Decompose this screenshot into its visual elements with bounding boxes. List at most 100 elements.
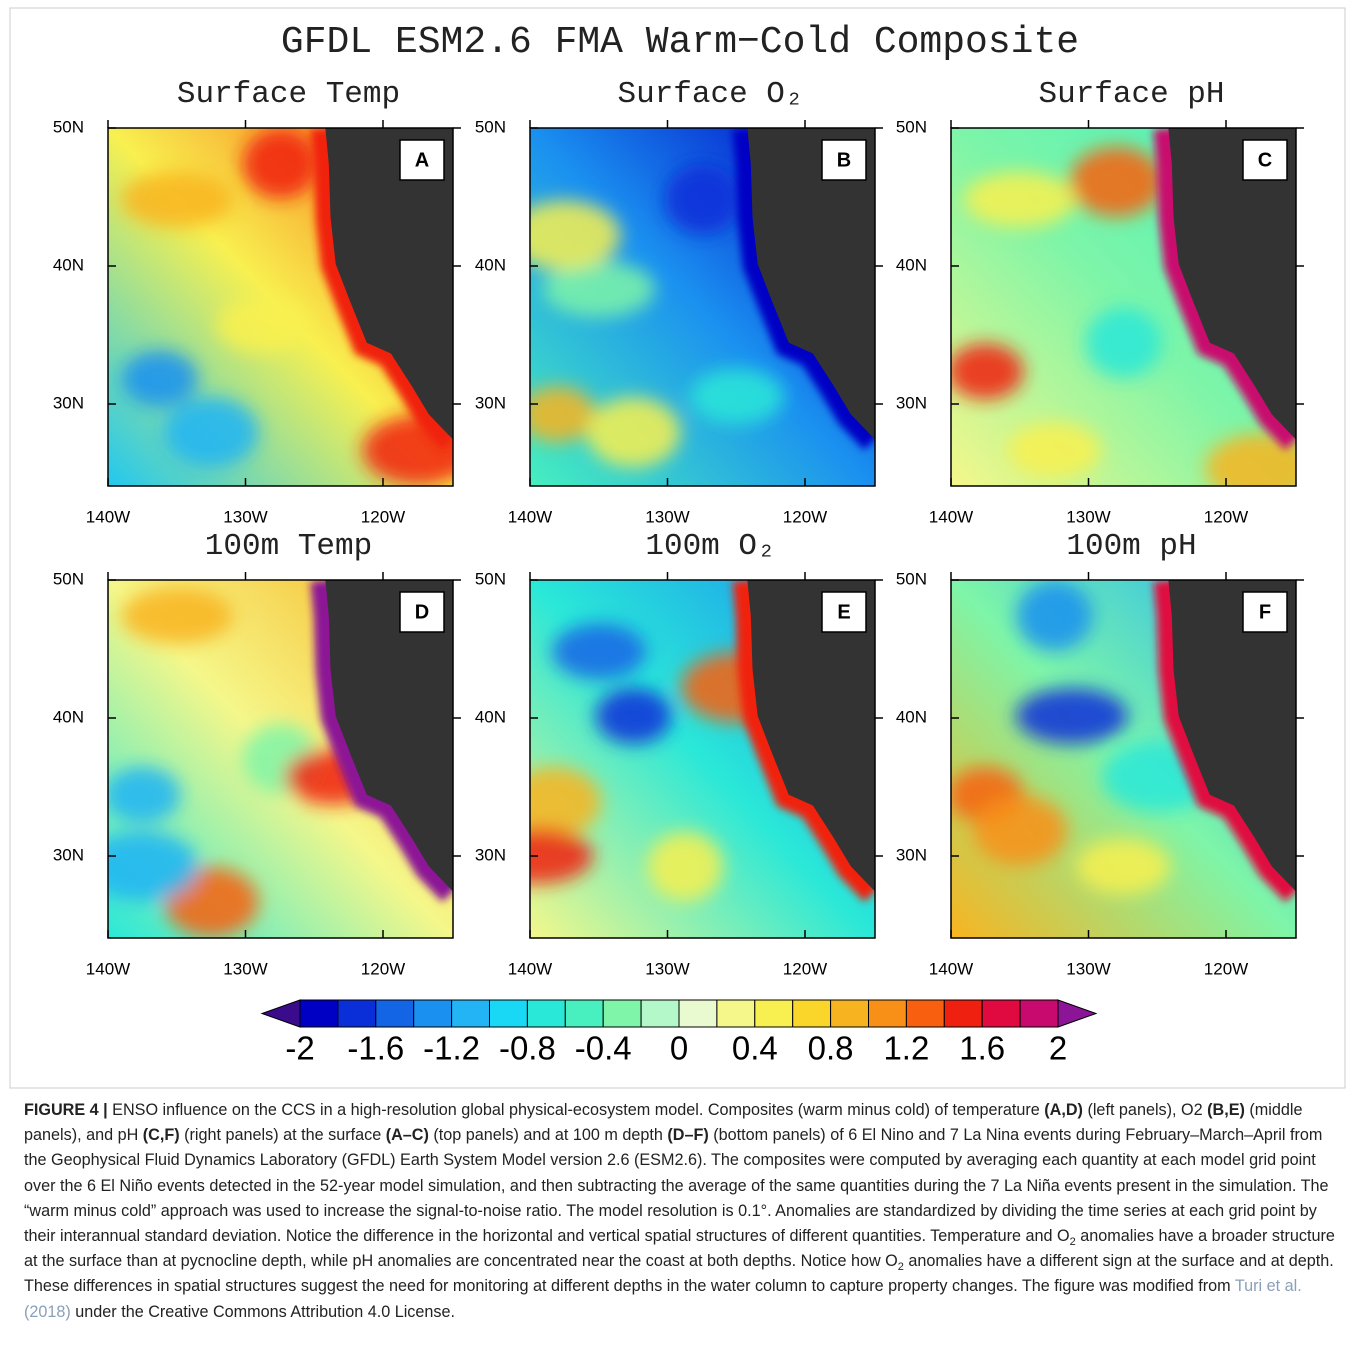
caption-text: (right panels) at the surface <box>179 1126 386 1145</box>
panel-letter: A <box>415 149 429 171</box>
lat-label: 30N <box>896 845 927 864</box>
caption-text: (D–F) <box>667 1126 709 1145</box>
panel-title: 100m pH <box>1066 529 1196 564</box>
colorbar-label: 0.8 <box>808 1030 854 1067</box>
frame <box>9 7 1346 1089</box>
anomaly <box>530 827 593 884</box>
lon-label: 140W <box>86 507 130 526</box>
colorbar-label: -1.6 <box>347 1030 404 1067</box>
citation-link[interactable]: Turi et al. (2018) <box>24 1277 1302 1321</box>
anomaly <box>1205 433 1296 486</box>
anomaly <box>690 368 784 425</box>
lat-label: 50N <box>53 569 84 588</box>
anomaly <box>362 415 453 486</box>
land <box>325 580 453 892</box>
panel-title: Surface pH <box>1038 77 1224 112</box>
anomaly <box>586 397 681 468</box>
colorbar-label: -0.8 <box>499 1030 556 1067</box>
caption-text: (top panels) and at 100 m depth <box>428 1126 668 1145</box>
caption-text: under the Creative Commons Attribution 4… <box>70 1302 456 1321</box>
colorbar-box <box>792 999 832 1028</box>
anomaly <box>121 171 233 228</box>
lat-label: 30N <box>896 393 927 412</box>
map <box>108 128 453 486</box>
colorbar-box <box>981 999 1021 1028</box>
letter-box <box>1242 139 1288 181</box>
colorbar-box <box>640 999 680 1028</box>
lat-label: 50N <box>896 117 927 136</box>
anomaly <box>216 296 311 353</box>
anomaly <box>973 795 1067 866</box>
colorbar-box <box>678 999 718 1028</box>
colorbar-label: -1.2 <box>423 1030 480 1067</box>
caption-text: FIGURE 4 | <box>24 1101 108 1119</box>
letter-box <box>1242 591 1288 633</box>
lat-label: 50N <box>53 117 84 136</box>
lat-label: 40N <box>53 255 84 274</box>
colorbar-box <box>716 999 756 1028</box>
colorbar-box <box>489 999 528 1028</box>
letter-box <box>399 139 445 181</box>
caption-text: ENSO influence on the CCS in a high-reso… <box>107 1101 1045 1119</box>
caption-text: (middle panels), and pH <box>24 1101 1303 1145</box>
map-border <box>107 579 454 939</box>
map-border <box>950 579 1297 939</box>
anomaly <box>108 831 199 902</box>
anomaly <box>1069 146 1164 217</box>
map-border <box>950 127 1297 487</box>
anomaly <box>664 164 741 235</box>
colorbar-label: 0 <box>670 1030 688 1067</box>
coastal-band <box>310 128 453 450</box>
figure: GFDL ESM2.6 FMA Warm−Cold Composite Surf… <box>9 7 1346 1089</box>
lat-label: 40N <box>53 707 84 726</box>
caption-text: (B,E) <box>1207 1101 1245 1119</box>
land <box>1168 580 1296 892</box>
colorbar-box <box>602 999 642 1028</box>
lat-label: 30N <box>53 393 84 412</box>
colorbar-label: 1.6 <box>959 1030 1005 1067</box>
colorbar-label: 1.2 <box>883 1030 929 1067</box>
caption-text: (A,D) <box>1044 1101 1083 1119</box>
colorbar-box <box>564 999 604 1028</box>
caption-text: 2 <box>1069 1236 1076 1249</box>
lon-label: 130W <box>223 959 267 978</box>
anomaly <box>530 200 621 271</box>
anomaly <box>1076 838 1171 895</box>
lon-label: 140W <box>86 959 130 978</box>
lat-label: 30N <box>53 845 84 864</box>
lat-label: 30N <box>475 393 506 412</box>
panel-letter: D <box>415 601 429 623</box>
field <box>951 146 1296 486</box>
caption-text: (bottom panels) of 6 El Nino and 7 La Ni… <box>24 1126 1329 1246</box>
map <box>108 580 453 938</box>
anomaly <box>242 128 319 199</box>
anomaly <box>530 766 602 837</box>
lon-label: 130W <box>645 959 689 978</box>
lon-label: 120W <box>361 507 405 526</box>
caption: FIGURE 4 | ENSO influence on the CCS in … <box>24 1098 1342 1325</box>
figure-title: GFDL ESM2.6 FMA Warm−Cold Composite <box>281 21 1079 64</box>
lat-label: 50N <box>475 117 506 136</box>
lat-label: 40N <box>896 255 927 274</box>
colorbar-box <box>1019 999 1059 1028</box>
colorbar-box <box>868 999 907 1028</box>
lon-label: 140W <box>508 959 552 978</box>
caption-text: (C,F) <box>142 1126 180 1145</box>
anomaly <box>164 397 259 468</box>
caption-text: anomalies have a different sign at the s… <box>24 1252 1334 1296</box>
lon-label: 140W <box>929 959 973 978</box>
lon-label: 120W <box>783 959 827 978</box>
colorbar-box <box>754 999 794 1028</box>
lon-label: 120W <box>1204 507 1248 526</box>
map-border <box>529 579 876 939</box>
anomaly <box>1085 307 1162 378</box>
anomaly <box>1016 580 1093 651</box>
lon-label: 140W <box>508 507 552 526</box>
panel-title: Surface O₂ <box>617 77 803 112</box>
lon-label: 120W <box>361 959 405 978</box>
lat-label: 50N <box>475 569 506 588</box>
lon-label: 130W <box>1066 959 1110 978</box>
land <box>747 580 875 892</box>
lat-label: 40N <box>475 255 506 274</box>
